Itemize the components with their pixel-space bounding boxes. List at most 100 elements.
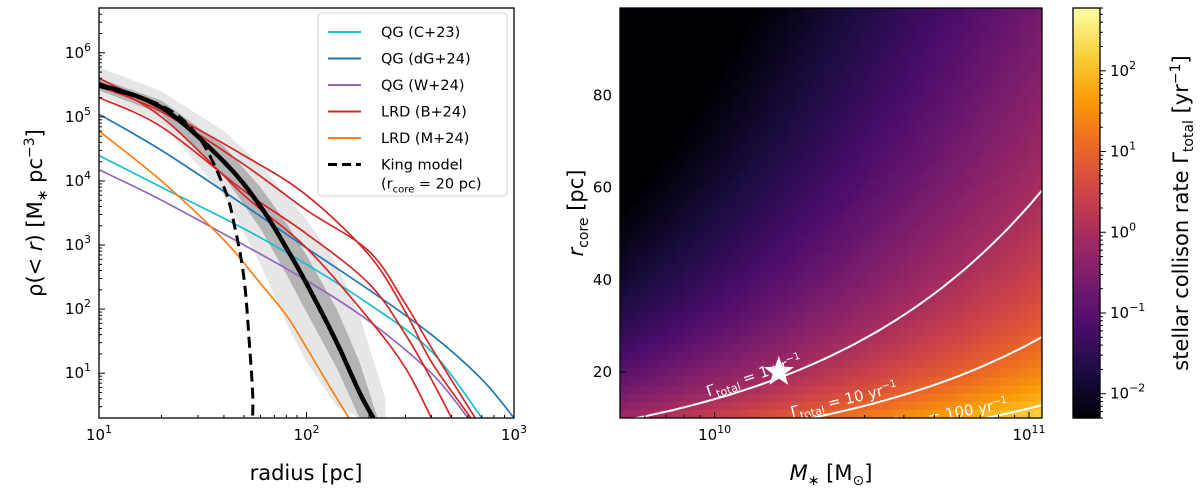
heatmap-cell (809, 90, 818, 99)
colorbar-segment (1073, 163, 1100, 169)
heatmap-cell (704, 32, 713, 42)
heatmap-cell (922, 131, 931, 140)
heatmap-cell (901, 188, 909, 198)
heatmap-cell (845, 139, 853, 148)
heatmap-cell (816, 385, 825, 394)
heatmap-cell (1020, 147, 1029, 157)
heatmap-cell (697, 286, 705, 296)
heatmap-cell (845, 98, 853, 107)
heatmap-cell (1027, 221, 1036, 230)
heatmap-cell (627, 229, 635, 239)
heatmap-cell (971, 16, 980, 25)
heatmap-cell (781, 73, 790, 83)
heatmap-cell (816, 311, 825, 321)
heatmap-cell (957, 106, 966, 116)
heatmap-cell (690, 32, 698, 42)
heatmap-cell (739, 188, 748, 198)
heatmap-cell (985, 204, 994, 214)
heatmap-cell (690, 377, 698, 386)
heatmap-cell (634, 90, 642, 99)
heatmap-cell (971, 65, 980, 75)
heatmap-cell (669, 327, 677, 337)
heatmap-cell (887, 229, 895, 239)
heatmap-cell (669, 180, 677, 189)
heatmap-cell (873, 155, 881, 165)
heatmap-cell (957, 188, 966, 198)
heatmap-cell (1027, 393, 1036, 403)
heatmap-cell (627, 385, 635, 394)
heatmap-cell (908, 204, 916, 214)
heatmap-cell (873, 401, 881, 411)
heatmap-cell (978, 16, 987, 25)
heatmap-cell (992, 401, 1001, 411)
heatmap-cell (767, 81, 776, 91)
heatmap-cell (1034, 213, 1042, 222)
heatmap-cell (985, 311, 994, 321)
heatmap-cell (957, 40, 966, 50)
heatmap-cell (648, 213, 656, 222)
heatmap-cell (697, 270, 705, 280)
heatmap-cell (929, 57, 938, 66)
heatmap-cell (739, 262, 748, 271)
heatmap-cell (978, 131, 987, 140)
heatmap-cell (795, 295, 804, 304)
heatmap-cell (774, 131, 783, 140)
heatmap-cell (634, 65, 642, 75)
heatmap-cell (802, 385, 811, 394)
heatmap-cell (971, 8, 980, 17)
heatmap-cell (831, 368, 839, 378)
heatmap-cell (838, 114, 846, 124)
heatmap-cell (746, 237, 755, 247)
heatmap-cell (809, 131, 818, 140)
heatmap-cell (634, 73, 642, 83)
heatmap-cell (894, 131, 902, 140)
heatmap-cell (915, 106, 924, 116)
colorbar-segment (1073, 102, 1100, 107)
heatmap-cell (1006, 24, 1015, 34)
colorbar-segment (1073, 274, 1100, 280)
heatmap-cell (852, 114, 860, 124)
heatmap-cell (683, 377, 691, 386)
heatmap-cell (753, 401, 762, 411)
heatmap-cell (788, 401, 797, 411)
heatmap-cell (767, 16, 776, 25)
heatmap-cell (999, 336, 1008, 345)
heatmap-cell (648, 16, 656, 25)
heatmap-cell (999, 286, 1008, 296)
heatmap-cell (936, 311, 945, 321)
heatmap-cell (746, 368, 755, 378)
heatmap-cell (620, 40, 628, 50)
heatmap-cell (887, 147, 895, 157)
heatmap-cell (866, 73, 874, 83)
heatmap-cell (957, 237, 966, 247)
heatmap-cell (943, 98, 952, 107)
heatmap-cell (627, 221, 635, 230)
heatmap-cell (1027, 32, 1036, 42)
heatmap-cell (831, 57, 839, 66)
heatmap-cell (669, 98, 677, 107)
heatmap-cell (894, 229, 902, 239)
heatmap-cell (992, 40, 1001, 50)
heatmap-cell (697, 16, 705, 25)
heatmap-cell (936, 172, 945, 181)
heatmap-cell (774, 147, 783, 157)
heatmap-cell (852, 163, 860, 173)
heatmap-cell (859, 65, 867, 75)
heatmap-cell (971, 262, 980, 271)
heatmap-cell (753, 385, 762, 394)
right-x-tick-label-0: 1010 (698, 423, 731, 444)
heatmap-cell (676, 295, 684, 304)
heatmap-cell (788, 180, 797, 189)
heatmap-cell (655, 204, 663, 214)
heatmap-cell (655, 262, 663, 271)
heatmap-cell (648, 8, 656, 17)
heatmap-cell (859, 49, 867, 58)
heatmap-cell (634, 196, 642, 206)
heatmap-cell (964, 229, 973, 239)
heatmap-cell (711, 393, 720, 403)
heatmap-cell (873, 8, 881, 17)
heatmap-cell (774, 122, 783, 132)
heatmap-cell (936, 286, 945, 296)
heatmap-cell (781, 81, 790, 91)
heatmap-cell (690, 262, 698, 271)
